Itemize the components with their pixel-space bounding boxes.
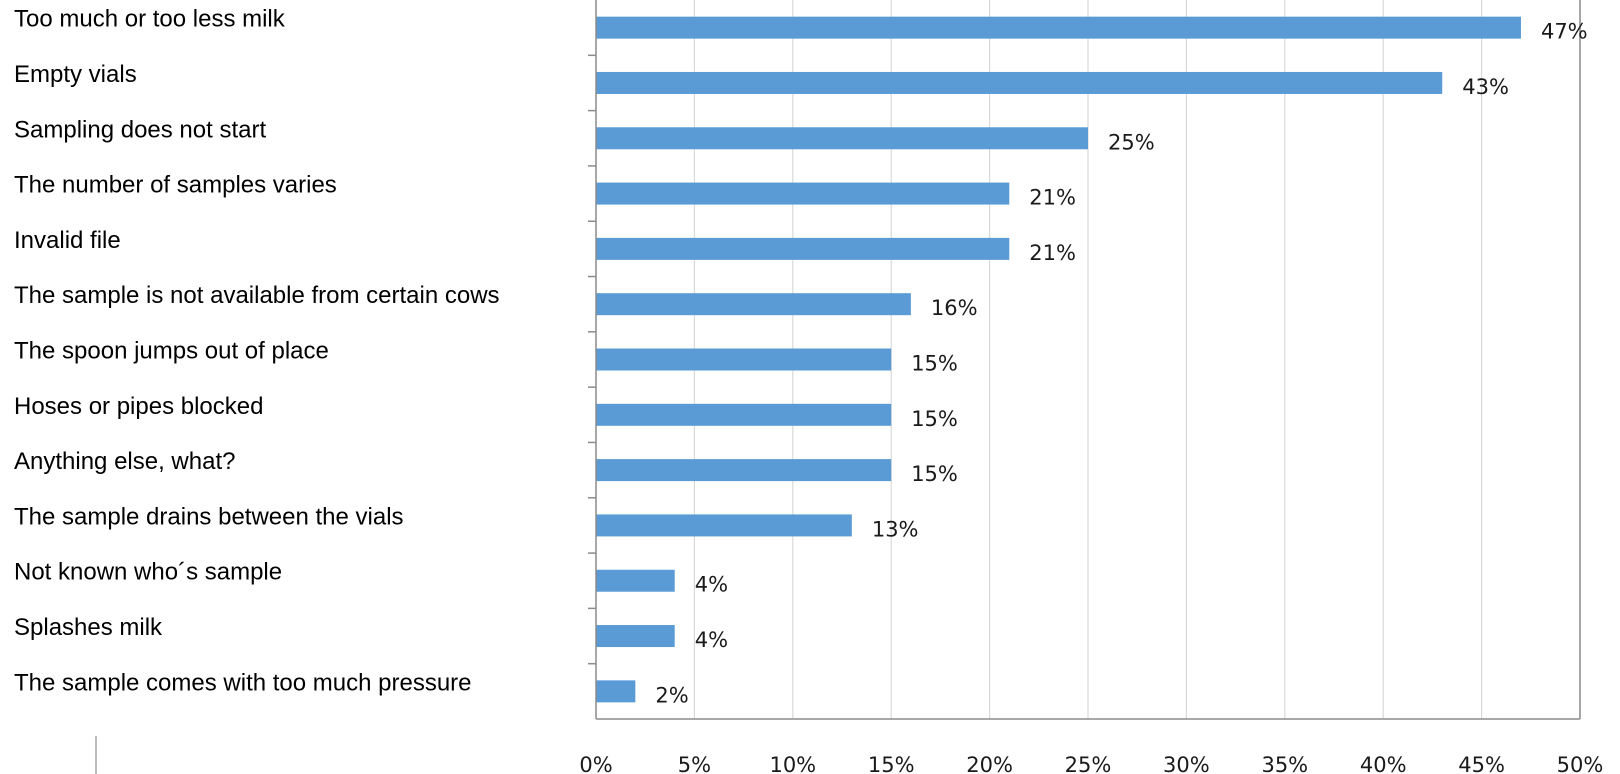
x-tick-label: 45% (1458, 753, 1505, 774)
category-label: Hoses or pipes blocked (14, 393, 263, 420)
category-label: Anything else, what? (14, 448, 235, 475)
category-label: The sample is not available from certain… (14, 282, 500, 309)
data-label: 15% (911, 462, 958, 486)
x-tick-labels: 0% 5% 10% 15% 20% 25% 30% 35% 40% 45% 50% (579, 753, 1603, 774)
data-label: 16% (931, 296, 978, 320)
axes (588, 0, 1581, 720)
data-label: 2% (655, 683, 688, 707)
bar (596, 514, 852, 537)
x-tick-label: 5% (678, 753, 711, 774)
bar (596, 625, 675, 648)
x-tick-label: 35% (1261, 753, 1308, 774)
category-label: The spoon jumps out of place (14, 338, 329, 365)
category-label: Not known who´s sample (14, 559, 282, 586)
x-tick-label: 25% (1065, 753, 1112, 774)
bar (596, 680, 636, 703)
category-label: The number of samples varies (14, 172, 337, 199)
data-label: 21% (1029, 186, 1076, 210)
category-label: Splashes milk (14, 614, 163, 641)
bars (596, 16, 1521, 703)
data-label: 15% (911, 407, 958, 431)
value-labels: 47% 43% 25% 21% 21% 16% 15% 15% 15% 13% 4% 4% 2% (655, 20, 1587, 708)
bar (596, 71, 1443, 94)
category-label: Sampling does not start (14, 116, 266, 143)
data-label: 43% (1462, 75, 1509, 99)
category-label: The sample drains between the vials (14, 503, 404, 530)
x-tick-label: 50% (1557, 753, 1604, 774)
x-tick-label: 10% (769, 753, 816, 774)
category-labels: Too much or too less milk Empty vials Samp… (14, 6, 500, 697)
data-label: 47% (1541, 20, 1588, 44)
category-label: The sample comes with too much pressure (14, 669, 472, 696)
category-label: Too much or too less milk (14, 6, 286, 33)
bar (596, 182, 1010, 205)
data-label: 25% (1108, 130, 1155, 154)
bar (596, 293, 911, 316)
data-label: 4% (695, 573, 728, 597)
bar (596, 459, 892, 482)
bar (596, 403, 892, 426)
x-tick-label: 15% (868, 753, 915, 774)
data-label: 15% (911, 352, 958, 376)
bar (596, 127, 1088, 150)
data-label: 21% (1029, 241, 1076, 265)
category-label: Empty vials (14, 61, 137, 88)
data-label: 13% (872, 517, 919, 541)
x-tick-label: 0% (579, 753, 612, 774)
data-label: 4% (695, 628, 728, 652)
category-label: Invalid file (14, 227, 121, 254)
bar (596, 237, 1010, 260)
x-tick-label: 20% (966, 753, 1013, 774)
bar (596, 569, 675, 592)
bar (596, 348, 892, 371)
bar (596, 16, 1521, 39)
x-tick-label: 40% (1360, 753, 1407, 774)
x-tick-label: 30% (1163, 753, 1210, 774)
